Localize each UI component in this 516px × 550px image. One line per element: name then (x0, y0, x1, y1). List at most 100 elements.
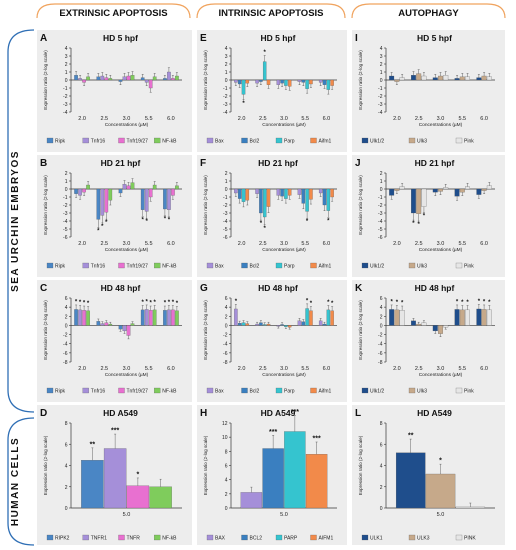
panel-letter: K (355, 283, 363, 294)
bar (438, 325, 443, 334)
significance-star: * (418, 222, 421, 228)
bar (309, 79, 313, 85)
x-tick-label: 5.5 (301, 241, 309, 247)
y-tick-label: -3 (63, 102, 68, 108)
bar (100, 323, 105, 326)
y-tick-label: 8 (380, 421, 383, 427)
panel-letter: A (40, 33, 47, 44)
bar (459, 309, 465, 326)
y-tick-label: 0 (65, 187, 68, 193)
y-tick-label: -5 (223, 227, 228, 233)
legend-swatch (46, 137, 54, 144)
x-tick-label: 5.5 (301, 116, 309, 122)
bar (255, 188, 259, 194)
bar (432, 188, 438, 193)
legend-swatch (118, 137, 125, 144)
y-tick-label: -5 (63, 227, 68, 233)
legend-swatch (455, 262, 463, 269)
legend-label: ULK3 (417, 535, 430, 541)
y-tick-label: 6 (225, 296, 228, 302)
x-tick-label: 6.0 (480, 241, 488, 247)
bar (140, 309, 145, 326)
x-tick-label: 2.0 (238, 366, 246, 372)
bar (259, 188, 263, 214)
bar (144, 188, 149, 212)
bar (389, 188, 395, 196)
y-tick-label: 12 (222, 421, 228, 427)
significance-star: * (488, 300, 491, 306)
legend-swatch (408, 534, 416, 541)
y-tick-label: 2 (380, 314, 383, 320)
legend-swatch (82, 534, 89, 541)
legend-swatch (310, 387, 317, 394)
row-label-human-cells: HUMAN CELLS (10, 437, 21, 526)
bar (394, 309, 400, 326)
legend-label: TNFR (127, 535, 141, 541)
bar (149, 486, 172, 509)
legend-swatch (82, 387, 89, 394)
significance-star: * (423, 214, 426, 220)
legend-swatch (310, 137, 317, 144)
panel-j: J HD 21 hpf -6 -5 -4 -3 -2 -1 0 1 2 Expression rati… (352, 155, 505, 277)
panel-title: HD 5 hpf (261, 33, 296, 43)
bar (465, 186, 470, 190)
y-tick-label: 8 (65, 421, 68, 427)
panel-title: HD 21 hpf (101, 158, 141, 168)
x-tick-label: 2.5 (259, 366, 267, 372)
x-axis-label: Concentrations (µM) (262, 372, 306, 378)
legend-swatch (241, 534, 248, 541)
panel-letter: I (355, 33, 358, 44)
header-arc (196, 3, 346, 19)
y-axis-label: Expression ratio (2-log scale) (203, 50, 208, 110)
x-tick-label: 3.0 (123, 366, 131, 372)
significance-star: *** (111, 428, 119, 435)
significance-star: * (97, 229, 100, 235)
bar (130, 323, 135, 326)
bar (394, 79, 400, 82)
bar (82, 79, 86, 83)
panel-letter: E (200, 33, 207, 44)
significance-star: * (142, 217, 145, 223)
panel-d: D HD A549 0 2 4 6 8 Expression ratio (2-log sca… (37, 405, 192, 545)
bar (309, 310, 313, 326)
header-arc (36, 3, 191, 19)
y-tick-label: 1 (225, 179, 228, 185)
bar (266, 188, 271, 207)
y-axis-label: Expression ratio (2-log scale) (43, 50, 48, 110)
bar (421, 75, 427, 81)
bar (309, 188, 313, 200)
bar (276, 188, 281, 196)
column-header: INTRINSIC APOPTOSIS (218, 8, 323, 19)
bar (152, 184, 157, 190)
y-tick-label: 2 (225, 62, 228, 68)
panel-title: HD 48 hpf (258, 283, 298, 293)
bar (432, 325, 438, 332)
legend-swatch (408, 137, 416, 144)
y-tick-label: -4 (63, 110, 68, 116)
bar (481, 188, 487, 191)
x-tick-label: 6.0 (323, 241, 331, 247)
y-tick-label: 6 (380, 296, 383, 302)
significance-star: * (168, 300, 171, 306)
panel-letter: J (355, 158, 361, 169)
y-tick-label: 0 (380, 187, 383, 193)
bar (421, 188, 427, 207)
bar (287, 79, 292, 87)
legend-label: Parp (284, 263, 295, 269)
significance-star: * (478, 299, 481, 305)
significance-star: * (306, 219, 309, 225)
y-tick-label: -3 (378, 211, 383, 217)
x-tick-label: 2.5 (100, 241, 108, 247)
bar (167, 309, 171, 326)
bar (171, 188, 175, 196)
legend-swatch (206, 387, 214, 394)
significance-star: * (146, 219, 149, 225)
x-tick-label: 3.0 (437, 366, 445, 372)
y-tick-label: 0 (225, 506, 228, 512)
bar (465, 309, 470, 326)
y-tick-label: 4 (65, 464, 68, 470)
y-tick-label: -2 (63, 333, 68, 339)
bar (389, 309, 395, 326)
bar (305, 79, 309, 89)
